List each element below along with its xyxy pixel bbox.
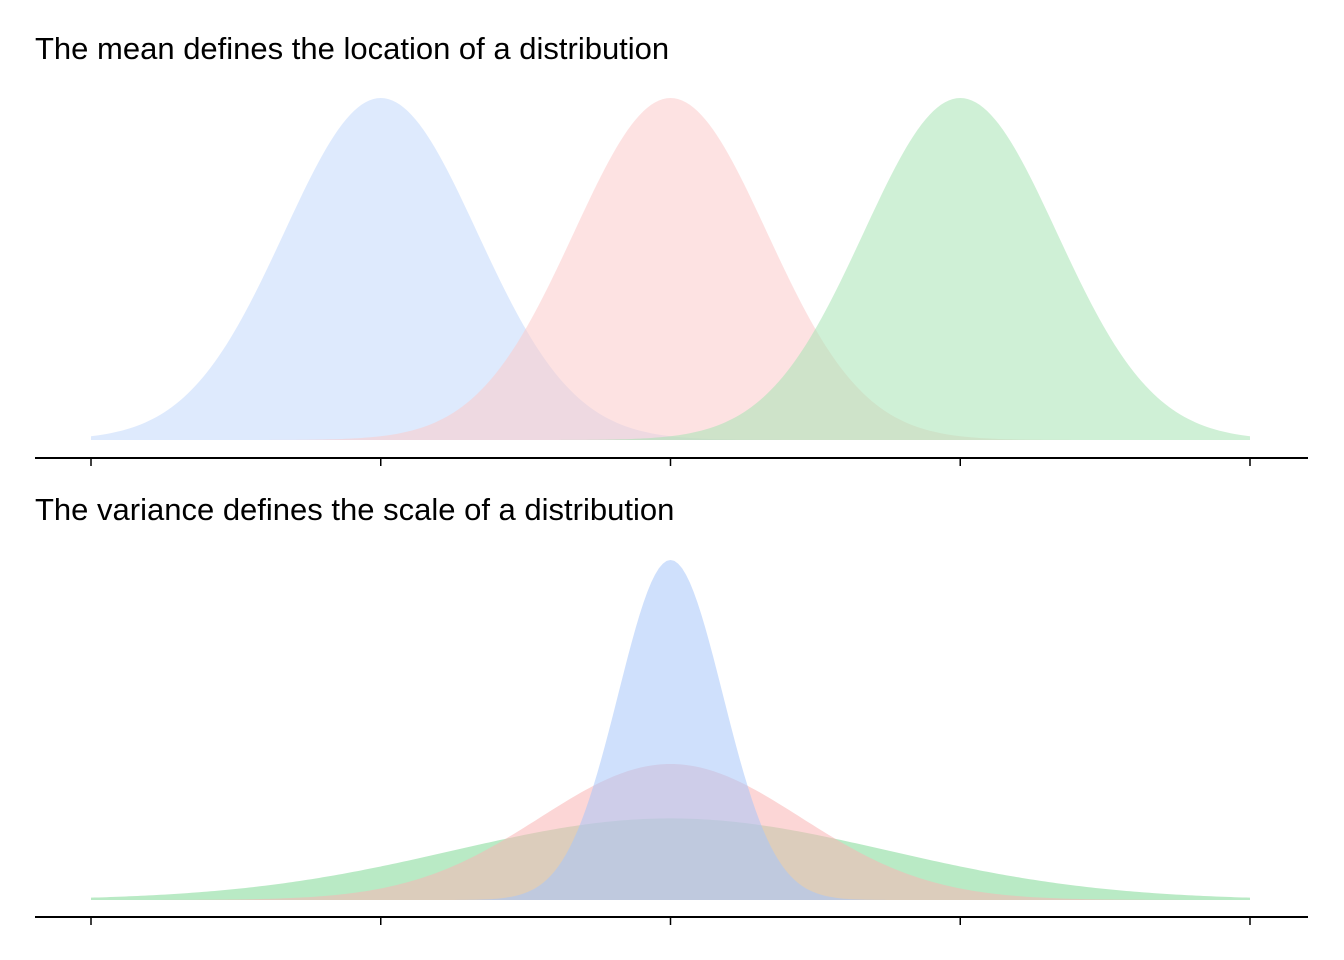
variance-scale-panel [35, 560, 1308, 925]
density-area-1 [91, 98, 1250, 440]
density-area-3 [91, 560, 1250, 900]
density-area-3 [91, 98, 1250, 440]
density-area-2 [91, 98, 1250, 440]
top-panel-title: The mean defines the location of a distr… [35, 31, 670, 66]
mean-location-panel [35, 98, 1308, 466]
bottom-panel-title: The variance defines the scale of a dist… [35, 492, 675, 527]
